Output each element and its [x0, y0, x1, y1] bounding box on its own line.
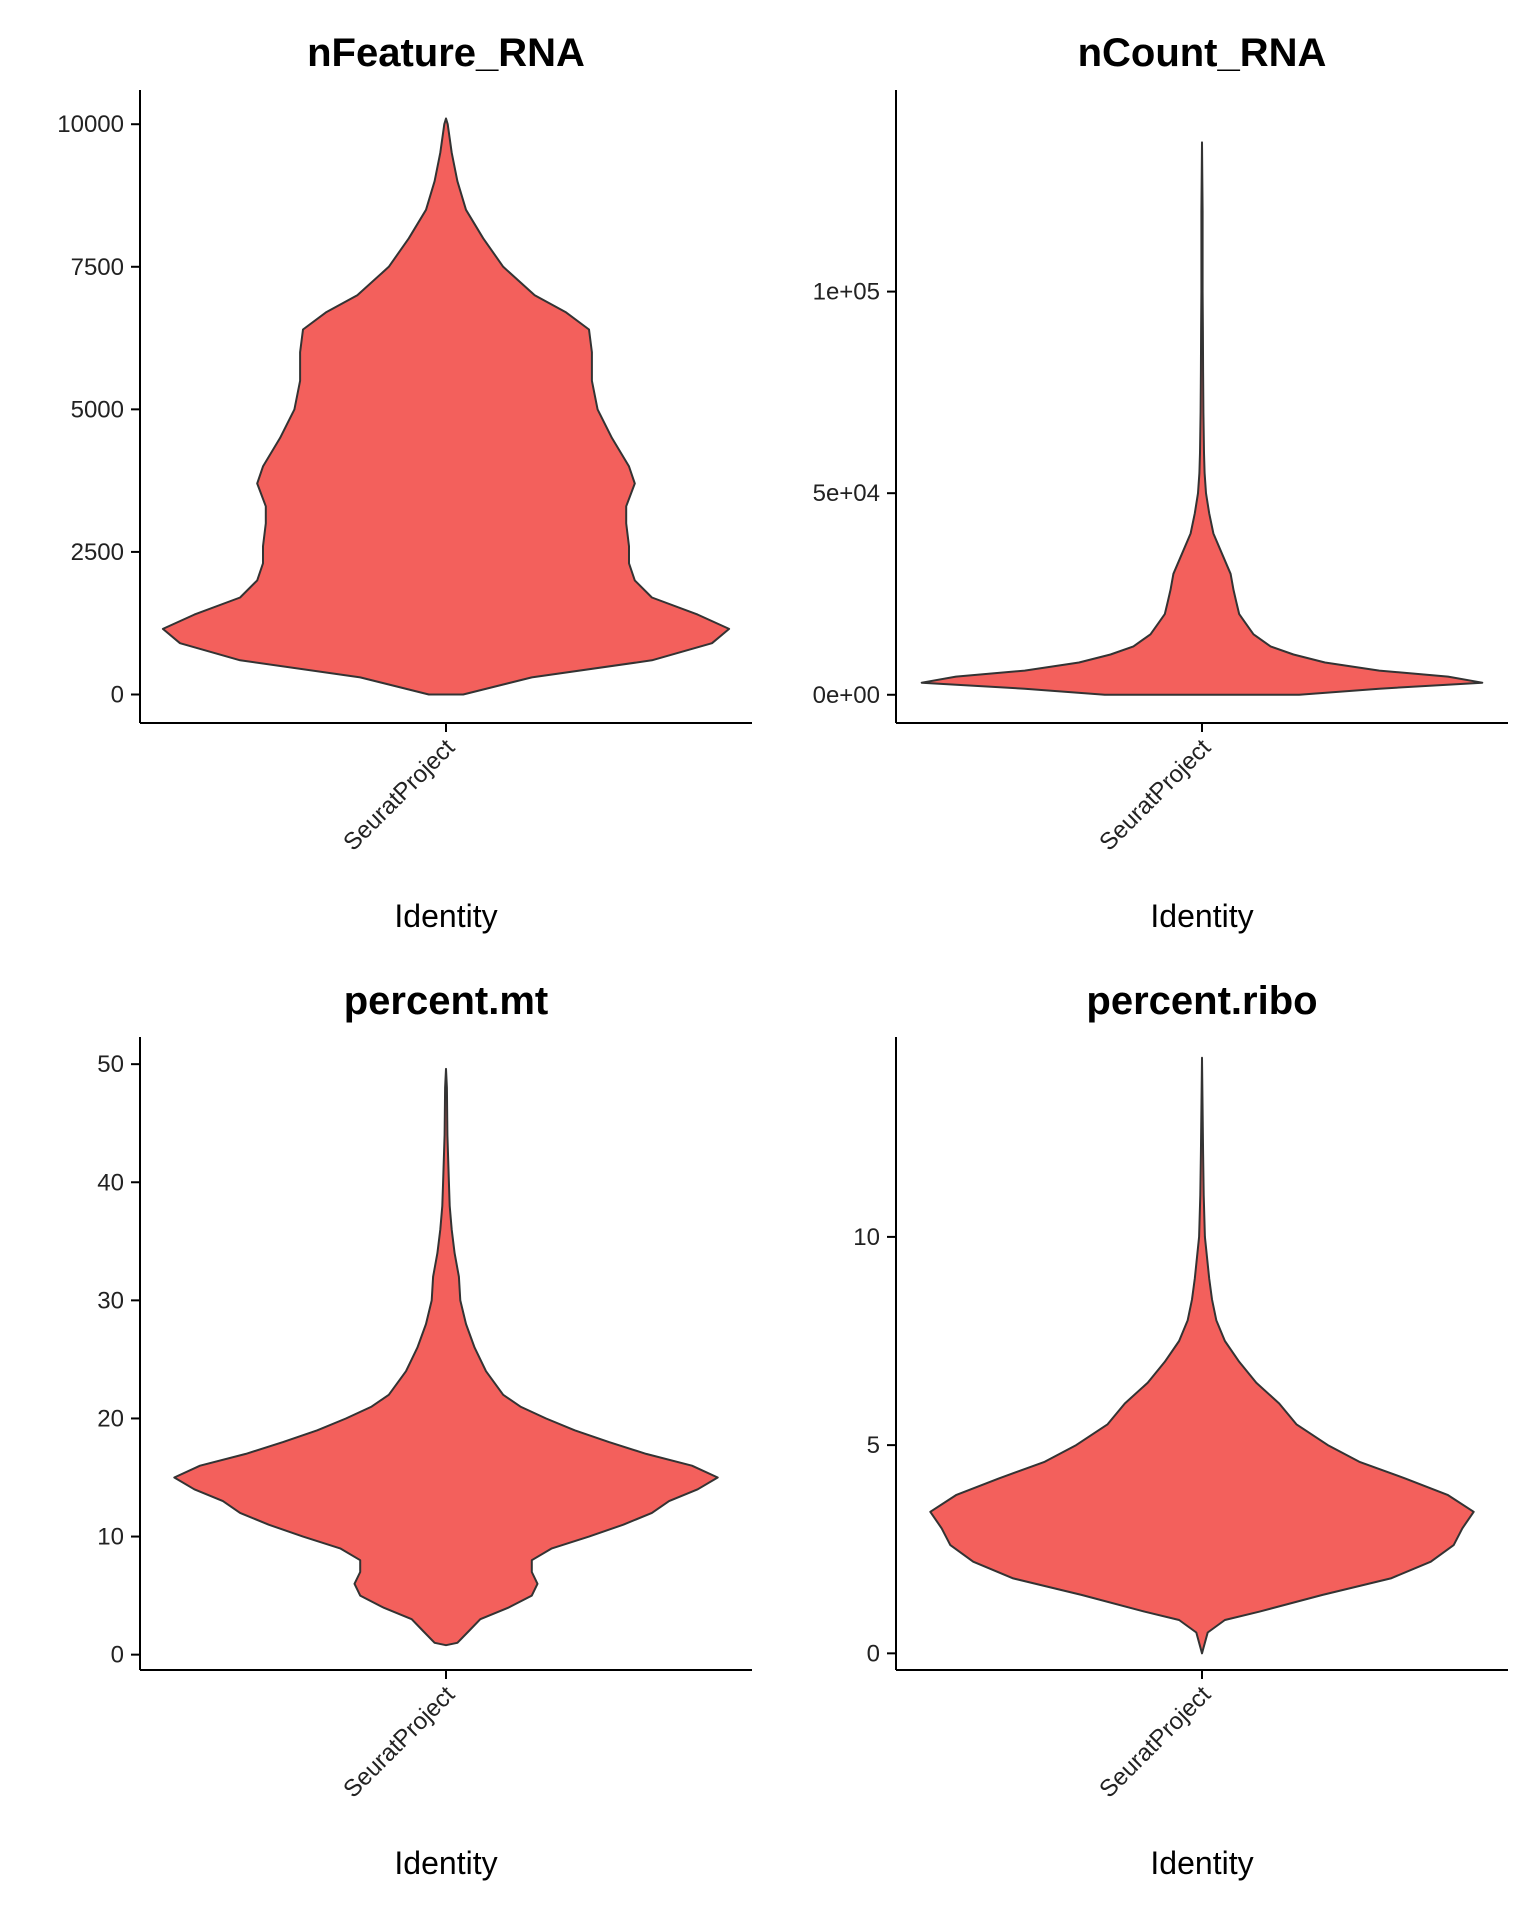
panel-title: nCount_RNA	[1078, 31, 1327, 75]
panel-nfeature-rna: nFeature_RNA 0 2500 5000 7500 10000 SeuratProj…	[57, 31, 752, 934]
y-tick-label: 10	[853, 1224, 880, 1251]
violin-percent-ribo	[929, 1056, 1475, 1655]
violin-percent-mt	[173, 1067, 719, 1647]
y-tick-label: 1e+05	[813, 279, 880, 306]
y-tick-label: 0	[867, 1640, 880, 1667]
y-tick-label: 40	[97, 1169, 124, 1196]
y-tick-label: 5e+04	[813, 480, 880, 507]
y-tick-label: 10000	[57, 111, 124, 138]
x-axis-title: Identity	[1150, 1845, 1253, 1881]
panel-title: percent.ribo	[1086, 979, 1317, 1023]
x-axis-title: Identity	[394, 1845, 497, 1881]
panel-ncount-rna: nCount_RNA 0e+00 5e+04 1e+05 SeuratProject Id…	[813, 31, 1508, 934]
x-tick-label: SeuratProject	[1094, 1681, 1216, 1803]
x-tick-label: SeuratProject	[338, 734, 460, 856]
y-tick-label: 0e+00	[813, 682, 880, 709]
y-tick-label: 10	[97, 1524, 124, 1551]
y-tick-label: 50	[97, 1051, 124, 1078]
y-tick-label: 2500	[71, 539, 124, 566]
panel-percent-mt: percent.mt 0 10 20 30 40 50 SeuratProject Identi…	[97, 979, 752, 1881]
violin-ncount-rna	[920, 141, 1484, 696]
y-tick-label: 7500	[71, 254, 124, 281]
y-tick-label: 0	[111, 681, 124, 708]
panel-title: nFeature_RNA	[307, 31, 585, 75]
violin-nfeature-rna	[161, 117, 731, 696]
x-tick-label: SeuratProject	[1094, 734, 1216, 856]
y-tick-label: 5	[867, 1432, 880, 1459]
x-axis-title: Identity	[394, 898, 497, 934]
y-tick-label: 5000	[71, 396, 124, 423]
panel-title: percent.mt	[344, 979, 549, 1023]
y-tick-label: 0	[111, 1642, 124, 1669]
y-tick-label: 30	[97, 1287, 124, 1314]
x-axis-title: Identity	[1150, 898, 1253, 934]
x-tick-label: SeuratProject	[338, 1681, 460, 1803]
y-tick-label: 20	[97, 1405, 124, 1432]
panel-percent-ribo: percent.ribo 0 5 10 SeuratProject Identity	[853, 979, 1508, 1881]
